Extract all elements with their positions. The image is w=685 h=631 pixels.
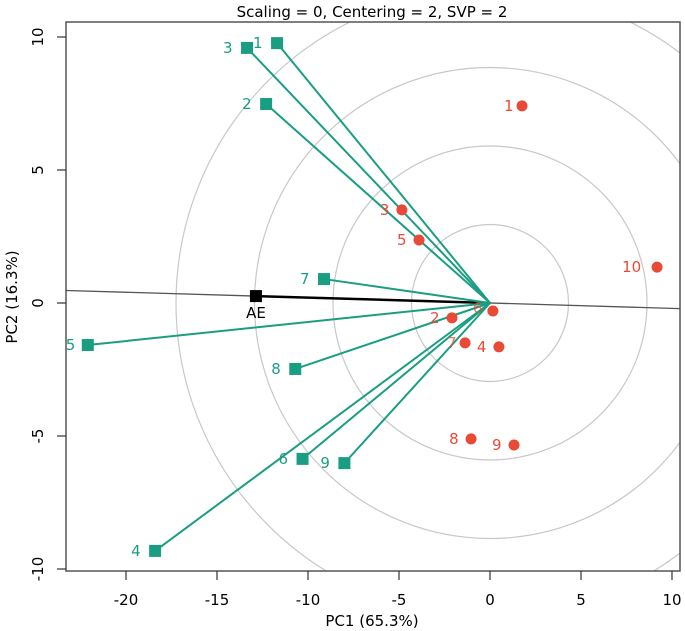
column-marker-label: 3 (223, 39, 233, 57)
row-point (446, 312, 458, 324)
y-tick-label: 10 (29, 27, 47, 46)
y-axis-title: PC2 (16.3%) (3, 250, 21, 343)
chart-title: Scaling = 0, Centering = 2, SVP = 2 (237, 3, 508, 21)
column-marker (149, 544, 162, 557)
row-point (651, 261, 663, 273)
column-marker-label: 8 (271, 360, 281, 378)
concentric-circle (332, 145, 648, 461)
row-point (493, 341, 505, 353)
average-axis-label: AE (246, 304, 266, 322)
axis-arrow (255, 294, 491, 305)
row-point (508, 439, 520, 451)
column-markers: 1 2 3 4 5 6 7 8 9 AE (66, 34, 351, 560)
row-point (465, 433, 477, 445)
average-axis-marker (249, 290, 262, 303)
concentric-circles (175, 22, 680, 571)
row-point-label: 7 (447, 334, 457, 352)
column-marker (81, 339, 94, 352)
column-vector-line (276, 42, 491, 304)
column-vector-line (294, 302, 491, 370)
x-tick-label: -10 (296, 591, 321, 609)
column-vector-line (301, 302, 491, 460)
row-point (516, 100, 528, 112)
concentric-circle (175, 22, 680, 571)
column-vector-line (323, 278, 491, 304)
column-vector-line (87, 302, 491, 347)
x-tick-label: 10 (662, 591, 681, 609)
x-axis-title: PC1 (65.3%) (325, 612, 418, 630)
average-axis (66, 289, 680, 310)
concentric-circle (410, 223, 570, 383)
row-point (487, 305, 499, 317)
concentric-circle (253, 66, 680, 540)
row-point-label: 6 (473, 299, 483, 317)
column-marker (271, 37, 284, 50)
x-axis: -20 -15 -10 -5 0 5 10 (114, 571, 682, 609)
row-point-label: 3 (380, 201, 390, 219)
row-point-label: 4 (477, 338, 487, 356)
column-marker-label: 1 (253, 34, 263, 52)
column-marker (260, 98, 273, 111)
column-vectors (87, 42, 491, 552)
column-marker-label: 7 (300, 270, 310, 288)
column-vector-line (246, 47, 491, 304)
y-tick-label: 5 (29, 165, 47, 175)
column-marker (289, 362, 302, 375)
column-vector-line (265, 103, 491, 304)
column-marker (318, 273, 331, 286)
column-marker-label: 4 (131, 542, 141, 560)
column-marker (241, 41, 254, 54)
x-tick-label: 5 (576, 591, 586, 609)
y-tick-label: 0 (29, 298, 47, 308)
row-point-label: 5 (397, 231, 407, 249)
column-marker-label: 6 (279, 450, 289, 468)
column-vector-line (154, 302, 491, 552)
plot-frame (65, 21, 681, 572)
row-point-label: 10 (622, 258, 641, 276)
row-point (459, 337, 471, 349)
row-point (413, 234, 425, 246)
x-tick-label: -20 (114, 591, 139, 609)
row-point-label: 1 (504, 97, 514, 115)
y-tick-label: -10 (29, 557, 47, 582)
x-tick-label: -15 (205, 591, 230, 609)
column-vector-line (343, 302, 491, 464)
column-marker (338, 457, 351, 470)
row-point (396, 204, 408, 216)
column-marker-label: 5 (66, 336, 76, 354)
row-point-label: 9 (492, 436, 502, 454)
column-marker-label: 9 (320, 454, 330, 472)
x-tick-label: -5 (392, 591, 407, 609)
row-point-label: 2 (430, 309, 440, 327)
y-tick-label: -5 (29, 429, 47, 444)
column-marker (296, 452, 309, 465)
y-axis: -10 -5 0 5 10 (29, 27, 66, 581)
column-marker-label: 2 (242, 95, 252, 113)
row-points: 1 2 3 4 5 67 8 9 10 (380, 97, 663, 454)
row-point-label: 8 (449, 430, 459, 448)
x-tick-label: 0 (485, 591, 495, 609)
